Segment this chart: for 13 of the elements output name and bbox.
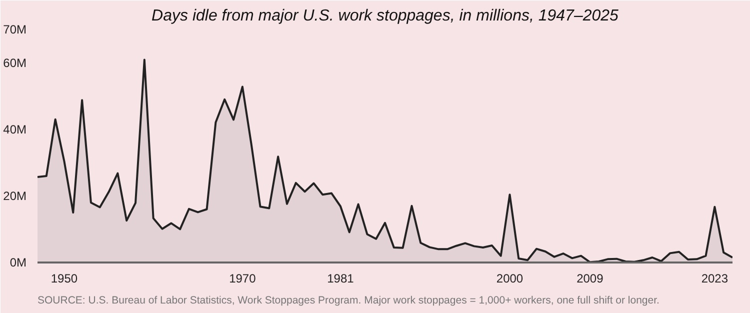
y-tick-label: 0M <box>10 256 27 270</box>
x-tick-label: 2009 <box>576 272 604 286</box>
source-note: SOURCE: U.S. Bureau of Labor Statistics, Work Stoppages Program. Major work stoppages = 1,000+ workers, one full shift or longer. <box>38 294 660 306</box>
y-tick-label: 40M <box>3 122 27 136</box>
y-tick-label: 20M <box>3 188 27 203</box>
y-tick-label: 70M <box>3 22 27 36</box>
x-tick-label: 1981 <box>327 272 354 286</box>
x-tick-label: 1950 <box>50 272 78 286</box>
x-tick-label: 2023 <box>701 272 728 286</box>
y-tick-label: 60M <box>3 56 27 70</box>
x-tick-label: 1970 <box>229 272 256 286</box>
chart-title: Days idle from major U.S. work stoppages, in millions, 1947–2025 <box>152 8 619 24</box>
x-tick-label: 2000 <box>496 272 524 286</box>
